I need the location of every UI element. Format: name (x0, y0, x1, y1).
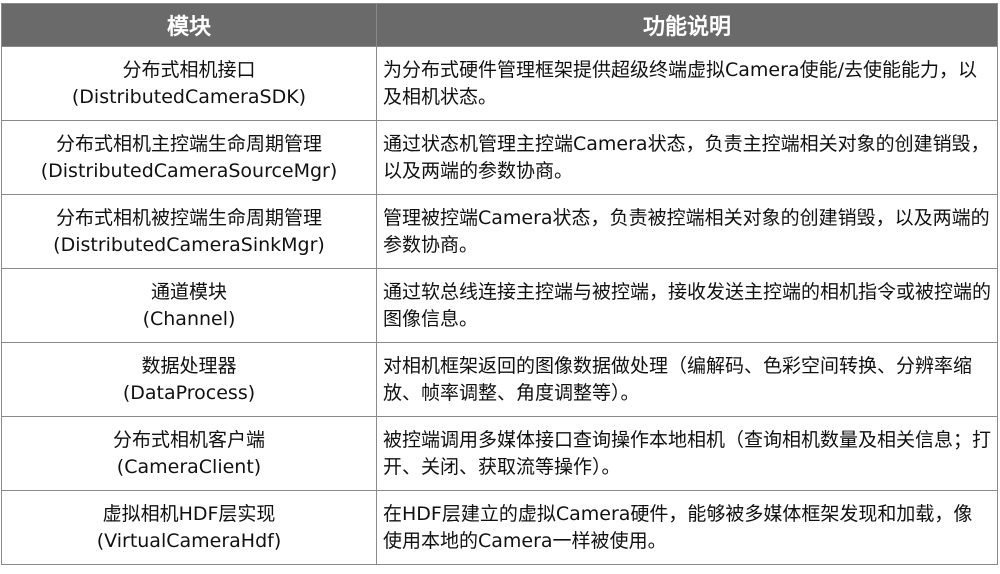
description-cell: 管理被控端Camera状态，负责被控端相关对象的创建销毁，以及两端的参数协商。 (376, 194, 998, 269)
module-name: 分布式相机接口 (122, 58, 256, 81)
module-name: 通道模块 (150, 280, 227, 303)
module-cell: 分布式相机被控端生命周期管理 (DistributedCameraSinkMgr) (1, 194, 377, 269)
description-cell: 为分布式硬件管理框架提供超级终端虚拟Camera使能/去使能能力，以及相机状态。 (376, 46, 998, 121)
module-table: 模块 功能说明 分布式相机接口 (DistributedCameraSDK) 为分布… (1, 3, 998, 565)
module-name: 虚拟相机HDF层实现 (102, 502, 276, 525)
header-module: 模块 (1, 3, 377, 47)
module-cell: 虚拟相机HDF层实现 (VirtualCameraHdf) (1, 490, 377, 565)
table-row: 分布式相机接口 (DistributedCameraSDK) 为分布式硬件管理框架提… (1, 46, 998, 121)
module-cell: 分布式相机主控端生命周期管理 (DistributedCameraSourceMg… (1, 120, 377, 195)
header-row: 模块 功能说明 (1, 3, 998, 47)
table-row: 分布式相机主控端生命周期管理 (DistributedCameraSourceMg… (1, 120, 998, 195)
module-name: 分布式相机主控端生命周期管理 (55, 132, 322, 155)
module-cell: 通道模块 (Channel) (1, 268, 377, 343)
description-cell: 被控端调用多媒体接口查询操作本地相机（查询相机数量及相关信息；打开、关闭、获取流… (376, 416, 998, 491)
module-code: (DataProcess) (122, 381, 256, 404)
module-code: (DistributedCameraSourceMgr) (40, 159, 338, 182)
table-row: 数据处理器 (DataProcess) 对相机框架返回的图像数据做处理（编解码、色彩… (1, 342, 998, 417)
table-row: 通道模块 (Channel) 通过软总线连接主控端与被控端，接收发送主控端的相机指令… (1, 268, 998, 343)
module-code: (DistributedCameraSinkMgr) (53, 233, 325, 256)
description-cell: 在HDF层建立的虚拟Camera硬件，能够被多媒体框架发现和加载，像使用本地的C… (376, 490, 998, 565)
description-cell: 通过状态机管理主控端Camera状态，负责主控端相关对象的创建销毁，以及两端的参… (376, 120, 998, 195)
table-row: 分布式相机客户端 (CameraClient) 被控端调用多媒体接口查询操作本地相机… (1, 416, 998, 491)
module-cell: 分布式相机接口 (DistributedCameraSDK) (1, 46, 377, 121)
module-name: 分布式相机客户端 (112, 428, 265, 451)
module-name: 数据处理器 (141, 354, 237, 377)
header-function: 功能说明 (376, 3, 998, 47)
table-row: 分布式相机被控端生命周期管理 (DistributedCameraSinkMgr)… (1, 194, 998, 269)
module-code: (VirtualCameraHdf) (96, 529, 282, 552)
module-code: (DistributedCameraSDK) (71, 85, 307, 108)
description-cell: 通过软总线连接主控端与被控端，接收发送主控端的相机指令或被控端的图像信息。 (376, 268, 998, 343)
module-code: (CameraClient) (116, 455, 262, 478)
module-name: 分布式相机被控端生命周期管理 (55, 206, 322, 229)
module-code: (Channel) (142, 307, 236, 330)
module-cell: 分布式相机客户端 (CameraClient) (1, 416, 377, 491)
table-row: 虚拟相机HDF层实现 (VirtualCameraHdf) 在HDF层建立的虚拟Ca… (1, 490, 998, 565)
module-cell: 数据处理器 (DataProcess) (1, 342, 377, 417)
description-cell: 对相机框架返回的图像数据做处理（编解码、色彩空间转换、分辨率缩放、帧率调整、角度… (376, 342, 998, 417)
